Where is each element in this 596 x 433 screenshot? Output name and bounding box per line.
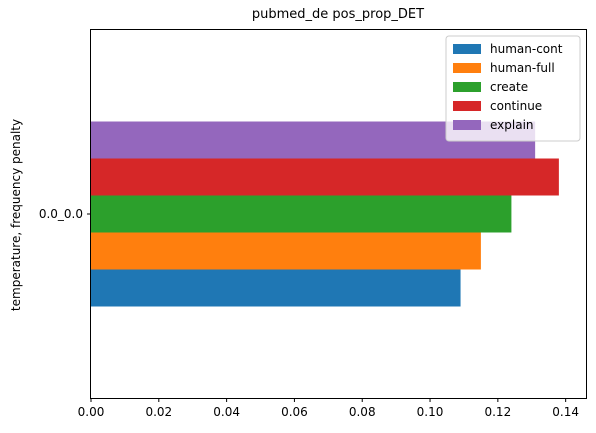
- legend-swatch-human-full: [453, 63, 481, 73]
- x-tick-label: 0.04: [213, 405, 240, 419]
- legend-label-create: create: [490, 80, 528, 94]
- legend-label-human-cont: human-cont: [490, 42, 563, 56]
- bar-create: [91, 195, 512, 233]
- legend-label-explain: explain: [490, 118, 534, 132]
- legend-swatch-continue: [453, 101, 481, 111]
- bar-continue: [91, 158, 559, 196]
- legend-label-continue: continue: [490, 99, 542, 113]
- plot-frame: [90, 29, 587, 399]
- legend-swatch-explain: [453, 120, 481, 130]
- chart-title: pubmed_de pos_prop_DET: [252, 7, 424, 22]
- x-tick-label: 0.08: [349, 405, 376, 419]
- x-tick-label: 0.06: [281, 405, 308, 419]
- y-axis-ticks: 0.0_0.0: [39, 207, 91, 221]
- legend: human-cont human-full create continue explai…: [445, 35, 581, 142]
- y-tick-label: 0.0_0.0: [39, 207, 83, 221]
- legend-swatch-human-cont: [453, 44, 481, 54]
- bar-human-cont: [91, 269, 461, 307]
- x-tick-label: 0.12: [484, 405, 511, 419]
- x-tick-label: 0.14: [552, 405, 579, 419]
- legend-label-human-full: human-full: [490, 61, 555, 75]
- x-axis-ticks: 0.00 0.02 0.04 0.06 0.08 0.10 0.12 0.14: [78, 398, 579, 419]
- x-tick-label: 0.00: [78, 405, 105, 419]
- legend-box: [445, 35, 581, 142]
- bar-human-full: [91, 232, 481, 270]
- y-axis-label: temperature, frequency penalty: [9, 119, 23, 311]
- x-tick-label: 0.10: [417, 405, 444, 419]
- bars-group: [91, 121, 559, 307]
- legend-swatch-create: [453, 82, 481, 92]
- x-tick-label: 0.02: [145, 405, 172, 419]
